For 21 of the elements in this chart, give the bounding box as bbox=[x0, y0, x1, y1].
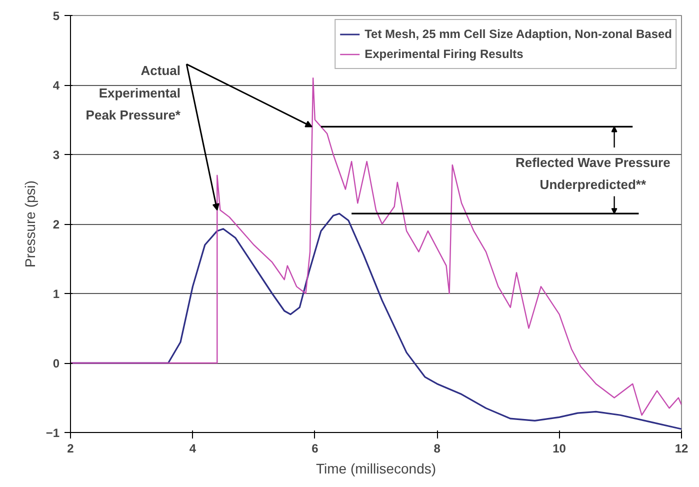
y-tick-label: 0 bbox=[52, 356, 60, 370]
line-series bbox=[70, 212, 682, 430]
y-tick-label: 3 bbox=[52, 148, 60, 162]
y-tick-label: 5 bbox=[52, 9, 60, 23]
line-series bbox=[70, 77, 682, 416]
y-axis-title: Pressure (psi) bbox=[22, 180, 38, 268]
x-tick-label: 12 bbox=[674, 442, 688, 456]
y-tick-label: −1 bbox=[46, 426, 60, 440]
x-tick-label: 4 bbox=[189, 442, 196, 456]
x-tick-label: 6 bbox=[312, 442, 319, 456]
annotation: Actual Experimental Peak Pressure* bbox=[86, 63, 182, 123]
x-tick-label: 2 bbox=[67, 442, 74, 456]
y-tick-label: 4 bbox=[52, 78, 60, 92]
y-tick-label: 2 bbox=[52, 218, 60, 232]
annotation: Reflected Wave Pressure Underpredicted** bbox=[515, 154, 670, 192]
x-tick-label: 10 bbox=[552, 442, 566, 456]
y-tick-label: 1 bbox=[52, 287, 60, 301]
x-tick-label: 8 bbox=[434, 442, 441, 456]
legend-label: Experimental Firing Results bbox=[364, 47, 524, 61]
legend-label: Tet Mesh, 25 mm Cell Size Adaption, Non-zonal Based bbox=[364, 27, 672, 41]
x-axis-title: Time (milliseconds) bbox=[316, 460, 436, 476]
